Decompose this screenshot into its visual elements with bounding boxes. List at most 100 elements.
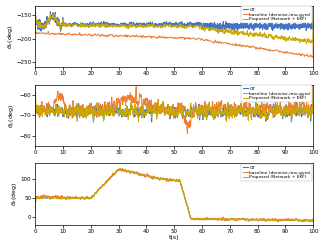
GT	[168, 178, 172, 181]
GT	[161, 102, 165, 105]
baseline (denoise-imu-gyro)	[33, 83, 37, 86]
Proposed (Network + EKF)	[303, 218, 307, 221]
Proposed (Network + EKF)	[161, 25, 165, 28]
Legend: GT, baseline (denoise-imu-gyro), Proposed (Network + EKF): GT, baseline (denoise-imu-gyro), Propose…	[241, 6, 312, 23]
GT	[303, 218, 307, 221]
baseline (denoise-imu-gyro)	[33, 208, 37, 211]
baseline (denoise-imu-gyro)	[303, 218, 307, 221]
GT	[311, 218, 315, 221]
GT	[168, 21, 172, 24]
GT	[168, 107, 172, 110]
baseline (denoise-imu-gyro)	[252, 218, 256, 221]
baseline (denoise-imu-gyro)	[48, 104, 52, 107]
Proposed (Network + EKF)	[308, 220, 312, 223]
Proposed (Network + EKF)	[303, 38, 307, 41]
baseline (denoise-imu-gyro)	[303, 54, 307, 57]
baseline (denoise-imu-gyro)	[48, 33, 52, 36]
GT	[311, 83, 315, 86]
GT	[161, 23, 165, 26]
Line: baseline (denoise-imu-gyro): baseline (denoise-imu-gyro)	[35, 169, 313, 222]
baseline (denoise-imu-gyro)	[48, 196, 52, 199]
Line: Proposed (Network + EKF): Proposed (Network + EKF)	[35, 6, 313, 44]
GT	[252, 218, 256, 221]
Line: Proposed (Network + EKF): Proposed (Network + EKF)	[35, 84, 313, 123]
Line: GT: GT	[35, 169, 313, 221]
baseline (denoise-imu-gyro)	[161, 108, 165, 110]
Proposed (Network + EKF)	[48, 21, 52, 24]
baseline (denoise-imu-gyro)	[121, 167, 124, 170]
Proposed (Network + EKF)	[33, 4, 37, 7]
Proposed (Network + EKF)	[161, 102, 165, 105]
Proposed (Network + EKF)	[161, 178, 165, 181]
GT	[307, 220, 311, 223]
baseline (denoise-imu-gyro)	[276, 220, 280, 223]
GT	[303, 24, 307, 27]
Legend: GT, baseline (denoise-imu-gyro), Proposed (Network + EKF): GT, baseline (denoise-imu-gyro), Propose…	[241, 164, 312, 181]
Proposed (Network + EKF)	[168, 178, 172, 181]
Proposed (Network + EKF)	[92, 121, 96, 124]
Line: Proposed (Network + EKF): Proposed (Network + EKF)	[35, 169, 313, 222]
Line: baseline (denoise-imu-gyro): baseline (denoise-imu-gyro)	[35, 84, 313, 133]
baseline (denoise-imu-gyro)	[311, 83, 315, 86]
baseline (denoise-imu-gyro)	[304, 218, 307, 221]
baseline (denoise-imu-gyro)	[252, 46, 256, 49]
Y-axis label: $\theta_y$(deg): $\theta_y$(deg)	[8, 103, 18, 127]
Proposed (Network + EKF)	[303, 112, 307, 115]
Legend: GT, baseline (denoise-imu-gyro), Proposed (Network + EKF): GT, baseline (denoise-imu-gyro), Propose…	[241, 85, 312, 102]
Proposed (Network + EKF)	[303, 218, 307, 221]
Proposed (Network + EKF)	[48, 114, 52, 117]
Proposed (Network + EKF)	[33, 83, 37, 86]
Proposed (Network + EKF)	[303, 114, 307, 117]
Proposed (Network + EKF)	[311, 10, 315, 13]
baseline (denoise-imu-gyro)	[33, 4, 37, 7]
GT	[303, 108, 307, 111]
GT	[33, 4, 37, 7]
Proposed (Network + EKF)	[168, 108, 172, 110]
Y-axis label: $\theta_x$(deg): $\theta_x$(deg)	[6, 24, 15, 49]
baseline (denoise-imu-gyro)	[161, 177, 165, 180]
baseline (denoise-imu-gyro)	[303, 113, 307, 116]
GT	[303, 218, 307, 221]
GT	[311, 4, 315, 7]
Proposed (Network + EKF)	[252, 112, 256, 115]
baseline (denoise-imu-gyro)	[303, 114, 307, 117]
baseline (denoise-imu-gyro)	[168, 36, 172, 39]
baseline (denoise-imu-gyro)	[303, 54, 307, 57]
Proposed (Network + EKF)	[305, 42, 308, 45]
GT	[252, 114, 256, 117]
Line: GT: GT	[35, 6, 313, 31]
GT	[303, 110, 307, 113]
GT	[118, 168, 122, 170]
GT	[33, 206, 37, 209]
GT	[59, 30, 63, 33]
Line: GT: GT	[35, 84, 313, 122]
baseline (denoise-imu-gyro)	[311, 27, 315, 30]
Y-axis label: $\theta_z$(deg): $\theta_z$(deg)	[10, 182, 19, 206]
Line: baseline (denoise-imu-gyro): baseline (denoise-imu-gyro)	[35, 6, 313, 57]
baseline (denoise-imu-gyro)	[186, 132, 190, 135]
Proposed (Network + EKF)	[311, 83, 315, 86]
GT	[303, 25, 307, 28]
GT	[48, 23, 52, 26]
Proposed (Network + EKF)	[252, 218, 256, 221]
baseline (denoise-imu-gyro)	[161, 36, 165, 39]
Proposed (Network + EKF)	[311, 217, 315, 220]
Proposed (Network + EKF)	[303, 38, 307, 41]
baseline (denoise-imu-gyro)	[252, 108, 256, 111]
Proposed (Network + EKF)	[118, 168, 122, 170]
GT	[252, 24, 256, 27]
baseline (denoise-imu-gyro)	[310, 56, 314, 59]
GT	[48, 197, 52, 200]
baseline (denoise-imu-gyro)	[311, 218, 315, 221]
baseline (denoise-imu-gyro)	[168, 110, 172, 113]
baseline (denoise-imu-gyro)	[168, 177, 172, 180]
GT	[161, 177, 165, 180]
Proposed (Network + EKF)	[252, 34, 256, 37]
X-axis label: t(s): t(s)	[169, 235, 179, 240]
GT	[48, 113, 52, 116]
Proposed (Network + EKF)	[48, 196, 52, 199]
GT	[33, 83, 37, 86]
Proposed (Network + EKF)	[168, 23, 172, 26]
Proposed (Network + EKF)	[33, 208, 37, 211]
GT	[150, 120, 154, 123]
